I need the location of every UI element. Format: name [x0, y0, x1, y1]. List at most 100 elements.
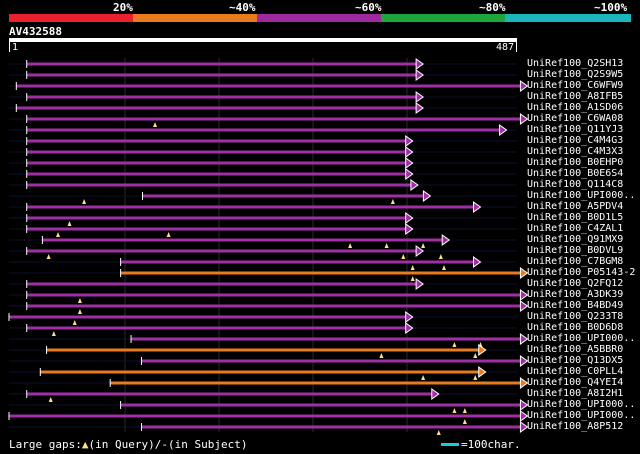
hit-name-link[interactable]: UniRef100_Q2FQ12: [527, 278, 624, 289]
hit-name-link[interactable]: UniRef100_C4M4G3: [527, 135, 624, 146]
hit-name-link[interactable]: UniRef100_C7BGM8: [527, 256, 624, 267]
hit-name-link[interactable]: UniRef100_C4M3X3: [527, 146, 624, 157]
query-gap-marker-icon: [421, 375, 426, 380]
hit-end-arrow-icon: [519, 421, 529, 433]
scale-bar: [441, 443, 459, 446]
query-gap-marker-icon: [462, 408, 467, 413]
query-gap-marker-icon: ▲: [81, 438, 89, 451]
hit-name-link[interactable]: UniRef100_Q2S9W5: [527, 69, 624, 80]
identity-label-40: ~40%: [229, 1, 256, 14]
hit-end-arrow-icon: [519, 333, 529, 345]
hit-end-arrow-icon: [410, 179, 419, 191]
scale-legend-label: =100char.: [461, 438, 521, 451]
hit-name-link[interactable]: UniRef100_C6WFW9: [527, 80, 624, 91]
hit-name-link[interactable]: UniRef100_UPI000..: [527, 399, 636, 410]
hit-name-link[interactable]: UniRef100_A1SD06: [527, 102, 624, 113]
query-gap-marker-icon: [48, 397, 53, 402]
query-name: AV432588: [9, 25, 62, 38]
hit-name-link[interactable]: UniRef100_C6WA08: [527, 113, 624, 124]
query-end-tick: [516, 42, 517, 52]
identity-segment-orange: [133, 14, 257, 22]
query-gap-marker-icon: [384, 243, 389, 248]
hit-name-link[interactable]: UniRef100_B0D1L5: [527, 212, 624, 223]
hit-end-arrow-icon: [405, 168, 414, 180]
hit-end-arrow-icon: [405, 135, 414, 147]
hit-name-link[interactable]: UniRef100_B0EHP0: [527, 157, 624, 168]
query-gap-marker-icon: [67, 221, 72, 226]
hit-name-link[interactable]: UniRef100_UPI000..: [527, 410, 636, 421]
hit-end-arrow-icon: [519, 399, 529, 411]
identity-label-100: ~100%: [594, 1, 628, 14]
hit-name-link[interactable]: UniRef100_P05143-2: [527, 267, 636, 278]
subject-gap-marker: -: [161, 438, 168, 451]
hit-name-link[interactable]: UniRef100_B0D6D8: [527, 322, 624, 333]
hit-name-link[interactable]: UniRef100_C4ZAL1: [527, 223, 624, 234]
query-gap-marker-icon: [153, 122, 158, 127]
hit-name-link[interactable]: UniRef100_B4BD49: [527, 300, 624, 311]
hit-end-arrow-icon: [478, 366, 487, 378]
hit-name-link[interactable]: UniRef100_B0E6S4: [527, 168, 624, 179]
query-start-tick: [9, 42, 10, 52]
gap-legend-prefix: Large gaps:: [9, 438, 82, 451]
hit-end-arrow-icon: [415, 58, 424, 70]
identity-label-80: ~80%: [479, 1, 506, 14]
query-gap-marker-icon: [473, 353, 478, 358]
hit-end-arrow-icon: [405, 223, 414, 235]
hit-name-link[interactable]: UniRef100_A5BBR0: [527, 344, 624, 355]
hit-end-arrow-icon: [415, 278, 424, 290]
hit-end-arrow-icon: [478, 344, 487, 356]
hit-end-arrow-icon: [519, 410, 529, 422]
query-gap-marker-icon: [452, 342, 457, 347]
hit-name-link[interactable]: UniRef100_Q91MX9: [527, 234, 624, 245]
hit-end-arrow-icon: [405, 146, 414, 158]
query-gap-marker-icon: [51, 331, 56, 336]
query-gap-marker-icon: [72, 320, 77, 325]
query-gap-marker-icon: [436, 430, 441, 435]
identity-segment-green: [381, 14, 505, 22]
hit-end-arrow-icon: [472, 201, 482, 213]
hit-end-arrow-icon: [415, 102, 424, 114]
hit-end-arrow-icon: [519, 355, 529, 367]
query-gap-marker-icon: [390, 199, 395, 204]
query-gap-marker-icon: [401, 254, 406, 259]
hit-end-arrow-icon: [472, 256, 482, 268]
hit-name-link[interactable]: UniRef100_Q4YEI4: [527, 377, 624, 388]
hit-name-link[interactable]: UniRef100_B0DVL9: [527, 245, 624, 256]
query-gap-marker-icon: [462, 419, 467, 424]
query-gap-marker-icon: [166, 232, 171, 237]
query-gap-marker-icon: [348, 243, 353, 248]
hit-name-link[interactable]: UniRef100_Q2SH13: [527, 58, 624, 69]
hit-name-link[interactable]: UniRef100_A8P512: [527, 421, 624, 432]
hit-name-link[interactable]: UniRef100_Q114C8: [527, 179, 624, 190]
hit-end-arrow-icon: [405, 157, 414, 169]
hit-name-link[interactable]: UniRef100_Q233T8: [527, 311, 624, 322]
query-gap-marker-icon: [82, 199, 87, 204]
hit-name-link[interactable]: UniRef100_Q13DX5: [527, 355, 624, 366]
hit-name-link[interactable]: UniRef100_Q11YJ3: [527, 124, 624, 135]
query-gap-marker-icon: [56, 232, 61, 237]
query-end-label: 487: [496, 42, 515, 53]
gap-legend-subject: (in Subject): [167, 438, 248, 451]
query-bar: [9, 38, 517, 42]
hit-name-link[interactable]: UniRef100_UPI000..: [527, 190, 636, 201]
hit-name-link[interactable]: UniRef100_A8I2H1: [527, 388, 624, 399]
hit-end-arrow-icon: [519, 267, 529, 279]
hit-name-link[interactable]: UniRef100_A3DK39: [527, 289, 624, 300]
query-gap-marker-icon: [46, 254, 51, 259]
query-gap-marker-icon: [421, 243, 426, 248]
hit-end-arrow-icon: [519, 377, 529, 389]
query-gap-marker-icon: [473, 375, 478, 380]
query-gap-marker-icon: [410, 276, 415, 281]
hit-end-arrow-icon: [415, 245, 424, 257]
hit-name-link[interactable]: UniRef100_UPI000..: [527, 333, 636, 344]
hit-name-link[interactable]: UniRef100_A5PDV4: [527, 201, 624, 212]
hit-end-arrow-icon: [519, 113, 529, 125]
query-gap-marker-icon: [77, 309, 82, 314]
hit-name-link[interactable]: UniRef100_A8IFB5: [527, 91, 624, 102]
hit-end-arrow-icon: [519, 289, 529, 301]
identity-label-20: 20%: [113, 1, 133, 14]
hit-name-link[interactable]: UniRef100_C0PLL4: [527, 366, 624, 377]
hit-end-arrow-icon: [431, 388, 440, 400]
